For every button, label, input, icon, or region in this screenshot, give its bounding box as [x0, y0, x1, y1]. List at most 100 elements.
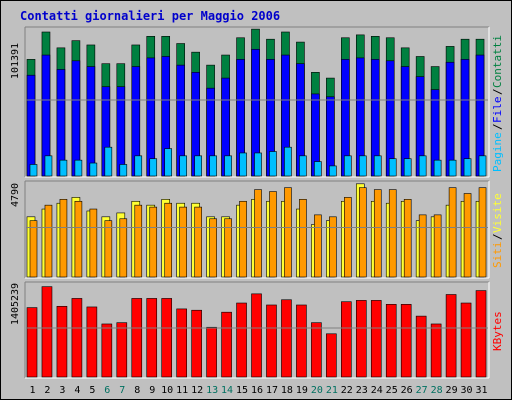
bar-siti [29, 220, 38, 278]
day-label: 17 [266, 385, 278, 396]
bar-siti [239, 200, 247, 278]
day-label: 31 [475, 385, 487, 396]
day-label: 18 [281, 385, 293, 396]
bar-pagine [299, 155, 307, 177]
legend-contatti: Contatti [491, 35, 504, 88]
bar-kbytes [266, 304, 277, 378]
bar-pagine [89, 162, 98, 177]
panel-0-max-label: 101391 [10, 43, 21, 79]
bar-pagine [463, 158, 472, 177]
bar-pagine [314, 161, 322, 177]
bar-kbytes [475, 290, 487, 378]
day-label: 28 [431, 385, 443, 396]
bar-siti [269, 191, 277, 278]
bar-kbytes [296, 304, 307, 378]
bar-kbytes [176, 308, 187, 378]
bar-siti [209, 218, 217, 278]
day-label: 26 [401, 385, 413, 396]
day-label: 14 [221, 385, 233, 396]
bar-pagine [164, 148, 173, 177]
bar-siti [299, 199, 307, 278]
bar-kbytes [161, 298, 173, 378]
bar-siti [224, 218, 232, 278]
bar-kbytes [311, 322, 322, 378]
day-label: 23 [356, 385, 368, 396]
bar-pagine [224, 155, 232, 177]
legend-separator: / [491, 123, 504, 130]
day-label: 10 [161, 385, 173, 396]
bar-kbytes [131, 298, 143, 378]
bar-siti [403, 199, 412, 278]
bar-kbytes [206, 326, 217, 378]
bar-siti [134, 204, 143, 278]
bar-pagine [74, 159, 83, 177]
bar-kbytes [86, 306, 98, 378]
bar-kbytes [221, 311, 232, 378]
bar-pagine [134, 155, 143, 177]
day-label: 1 [29, 385, 35, 396]
bar-siti [59, 199, 68, 278]
bar-kbytes [26, 307, 38, 378]
day-label: 12 [191, 385, 203, 396]
bar-siti [433, 214, 442, 278]
bar-kbytes [400, 304, 412, 378]
bar-siti [104, 220, 113, 278]
bar-siti [463, 193, 472, 278]
bar-siti [254, 189, 262, 278]
legend-separator: / [491, 88, 504, 95]
day-label: 27 [416, 385, 428, 396]
bar-file [146, 57, 156, 177]
bar-kbytes [41, 286, 53, 378]
bar-pagine [209, 155, 217, 177]
bar-kbytes [71, 298, 83, 378]
bar-kbytes [326, 333, 337, 378]
bar-pagine [104, 146, 113, 177]
bar-siti [373, 189, 382, 278]
bar-siti [179, 206, 187, 278]
bar-siti [149, 206, 158, 278]
bar-siti [478, 187, 487, 278]
bar-pagine [149, 158, 158, 177]
bar-kbytes [116, 322, 128, 378]
legend-separator: / [491, 233, 504, 240]
bar-kbytes [236, 302, 247, 378]
panel-1-max-label: 4790 [10, 183, 21, 207]
day-label: 30 [461, 385, 473, 396]
legend-siti: Siti [491, 242, 504, 269]
day-label: 22 [341, 385, 353, 396]
day-label: 2 [44, 385, 50, 396]
legend-kbytes: KBytes [491, 311, 504, 351]
bar-siti [314, 214, 322, 278]
bar-kbytes [385, 304, 397, 378]
legend-visite: Visite [491, 193, 504, 233]
bar-kbytes [445, 294, 457, 378]
bar-pagine [403, 158, 412, 177]
bar-siti [119, 218, 128, 278]
bar-kbytes [146, 298, 158, 378]
bar-pagine [239, 152, 247, 177]
bar-pagine [179, 155, 187, 177]
day-label: 16 [251, 385, 263, 396]
bar-siti [344, 197, 352, 278]
bar-siti [194, 206, 202, 278]
day-label: 19 [296, 385, 308, 396]
bar-pagine [254, 152, 262, 177]
bar-kbytes [355, 300, 367, 378]
bar-kbytes [191, 309, 202, 378]
day-label: 21 [326, 385, 338, 396]
bar-siti [418, 214, 427, 278]
day-label: 5 [89, 385, 95, 396]
bar-kbytes [415, 315, 427, 378]
bar-pagine [44, 155, 53, 177]
day-label: 4 [74, 385, 80, 396]
bar-kbytes [281, 299, 292, 378]
bar-pagine [269, 151, 277, 177]
bar-pagine [29, 164, 38, 177]
panel-2-max-label: 1405239 [10, 283, 21, 325]
bar-siti [388, 189, 397, 278]
bar-file [326, 96, 335, 177]
bar-pagine [418, 155, 427, 177]
day-label: 25 [386, 385, 398, 396]
